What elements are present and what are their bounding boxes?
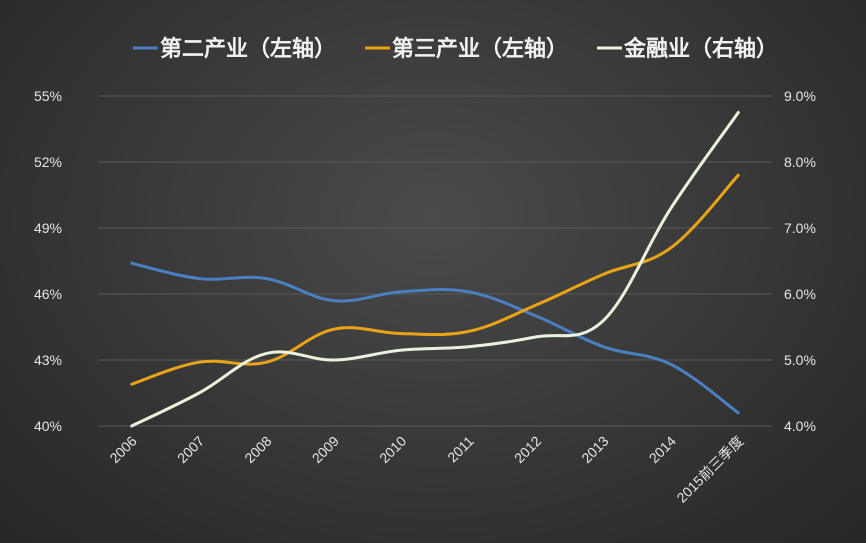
right-y-axis: 4.0% 5.0% 6.0% 7.0% 8.0% 9.0% [784,88,816,434]
x-tick-label: 2011 [444,433,477,466]
x-tick-label: 2010 [376,433,409,466]
legend-label: 第二产业（左轴） [160,36,336,62]
left-y-tick-label: 43% [34,352,62,368]
right-y-tick-label: 8.0% [784,154,816,170]
series-line-1 [130,261,740,415]
left-y-tick-label: 55% [34,88,62,104]
legend-label: 金融业（右轴） [623,36,778,62]
right-y-tick-label: 7.0% [784,220,816,236]
left-y-tick-label: 52% [34,154,62,170]
right-y-tick-label: 5.0% [784,352,816,368]
plot-area [130,111,740,428]
right-y-tick-label: 4.0% [784,418,816,434]
x-tick-label: 2013 [578,433,611,466]
legend: 第二产业（左轴） 第三产业（左轴） 金融业（右轴） [133,36,778,62]
x-tick-label: 2012 [511,433,544,466]
left-y-tick-label: 46% [34,286,62,302]
grid [98,95,772,427]
x-axis: 2006 2007 2008 2009 2010 2011 2012 2013 20142015… [106,433,746,506]
legend-label: 第三产业（左轴） [392,36,568,62]
x-tick-label: 2008 [241,433,274,466]
x-tick-label: 2014 [646,433,679,466]
right-y-tick-label: 6.0% [784,286,816,302]
x-tick-label: 2006 [106,433,139,466]
x-tick-label: 2015前三季度 [673,433,746,506]
x-tick-label: 2007 [174,433,207,466]
right-y-tick-label: 9.0% [784,88,816,104]
series-line-2 [130,173,740,386]
series-line-3 [130,111,740,428]
left-y-axis: 40% 43% 46% 49% 52% 55% [34,88,62,434]
x-tick-label: 2009 [309,433,342,466]
left-y-tick-label: 49% [34,220,62,236]
left-y-tick-label: 40% [34,418,62,434]
